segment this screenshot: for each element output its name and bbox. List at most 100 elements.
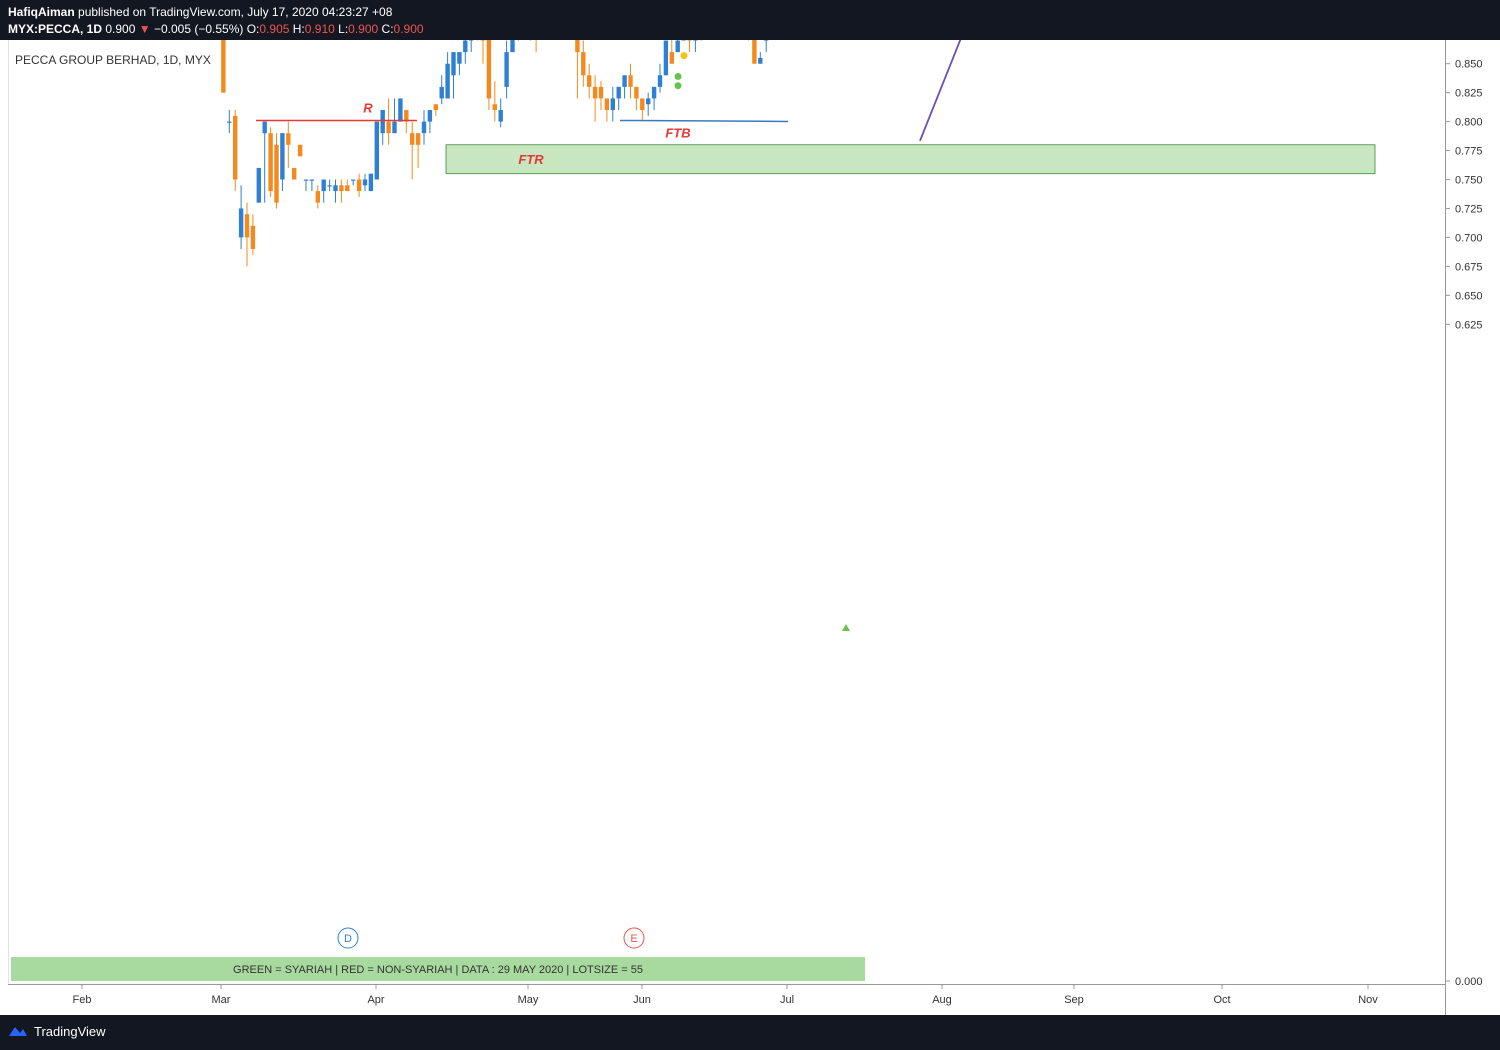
candle	[535, 40, 537, 53]
candle-body	[274, 144, 279, 203]
candle	[351, 179, 356, 186]
candle-body	[510, 40, 515, 53]
close-label: C:	[381, 22, 394, 36]
candle-body	[764, 40, 769, 41]
candle-body	[398, 98, 403, 122]
brand-name[interactable]: TradingView	[34, 1024, 106, 1039]
candle	[758, 52, 763, 64]
candle-body	[581, 52, 586, 76]
symbol-info: MYX:PECCA, 1D 0.900 ▼ −0.005 (−0.55%) O:…	[8, 22, 424, 36]
close-value: 0.900	[393, 22, 424, 36]
open-value: 0.905	[259, 22, 290, 36]
candle-body	[604, 98, 610, 111]
y-tick-label: 0.750	[1455, 175, 1483, 187]
y-tick-label: 0.850	[1455, 59, 1483, 71]
price-chart[interactable]: PECCA GROUP BERHAD, 1D, MYX R FTB FTR D E 1.…	[0, 40, 1500, 1015]
candle-body	[439, 86, 444, 99]
event-marker-circle	[337, 927, 359, 949]
published-text: published on TradingView.com, July 17, 2…	[78, 5, 393, 19]
candle	[634, 86, 639, 111]
candle-body	[386, 121, 391, 134]
candle	[469, 40, 474, 53]
candle-body	[262, 121, 267, 134]
candle-body	[380, 110, 385, 134]
candle	[286, 121, 291, 168]
candle	[646, 92, 651, 116]
candle	[227, 110, 232, 134]
x-tick-label: Jun	[633, 994, 651, 1006]
candle-body	[250, 225, 256, 249]
candle-body	[587, 75, 592, 87]
candle-body	[233, 115, 238, 180]
candle-body	[374, 121, 379, 180]
y-tick-label: 0.650	[1455, 290, 1483, 302]
candle	[598, 81, 604, 111]
candle	[345, 179, 350, 192]
candle-body	[421, 121, 427, 134]
signal-dot	[674, 72, 682, 80]
candle-body	[469, 40, 474, 41]
candle	[681, 40, 686, 41]
candle-body	[640, 98, 645, 111]
author-name[interactable]: HafiqAiman	[8, 5, 75, 19]
candle	[480, 40, 486, 64]
candle	[256, 167, 261, 203]
candle	[415, 133, 421, 168]
candle-body	[592, 86, 598, 99]
candle	[339, 179, 344, 203]
candle	[575, 40, 580, 99]
candle-body	[368, 173, 374, 192]
candle-body	[292, 167, 297, 180]
candle	[663, 40, 669, 76]
candle-body	[303, 179, 309, 181]
candle-body	[415, 133, 421, 145]
publish-info: HafiqAiman published on TradingView.com,…	[8, 5, 392, 19]
low-label: L:	[338, 22, 349, 36]
ftb-line	[619, 119, 789, 123]
candle	[404, 110, 409, 134]
candle-body	[616, 86, 621, 99]
candle-body	[244, 214, 250, 238]
candle-body	[339, 185, 344, 192]
event-marker-label: E	[630, 933, 637, 945]
y-tick-label: 0.625	[1455, 319, 1483, 331]
x-tick-label: Oct	[1213, 994, 1230, 1006]
candle	[427, 110, 433, 134]
candle	[297, 144, 303, 157]
candle	[439, 75, 444, 105]
publish-header: HafiqAiman published on TradingView.com,…	[0, 0, 1500, 40]
ftb-label: FTB	[665, 125, 690, 140]
candle-body	[297, 144, 303, 157]
candle	[268, 127, 273, 197]
candle	[238, 185, 244, 249]
candle-body	[227, 121, 232, 123]
candle	[356, 173, 362, 197]
candle-body	[427, 110, 433, 122]
high-value: 0.910	[304, 22, 335, 36]
candle	[280, 133, 285, 192]
candle	[368, 173, 374, 192]
candle-body	[451, 52, 456, 76]
candle-body	[327, 185, 332, 187]
tradingview-logo-icon[interactable]	[8, 1024, 28, 1038]
candle-body	[486, 40, 492, 99]
last-price: 0.900	[105, 22, 136, 36]
projection-arrow	[919, 40, 962, 142]
candle-body	[221, 40, 226, 93]
candle-body	[628, 75, 633, 87]
price-axis[interactable]: 1.2501.2251.2001.1751.1501.1251.1001.075…	[1445, 40, 1494, 988]
candle-body	[504, 52, 509, 87]
candle	[669, 40, 674, 64]
time-axis[interactable]: Feb Mar Apr May Jun Jul Aug Sep Oct Nov	[73, 984, 1379, 1006]
y-tick-label: 0.675	[1455, 261, 1483, 273]
candle	[433, 104, 438, 116]
candle-body	[693, 40, 698, 41]
candle-body	[610, 98, 615, 111]
candle-body	[351, 179, 356, 181]
candle	[510, 40, 515, 53]
candle	[587, 63, 592, 99]
buy-signal-icon	[842, 624, 850, 631]
ftr-zone	[445, 144, 1376, 175]
candle	[374, 121, 379, 180]
candle	[463, 40, 468, 64]
